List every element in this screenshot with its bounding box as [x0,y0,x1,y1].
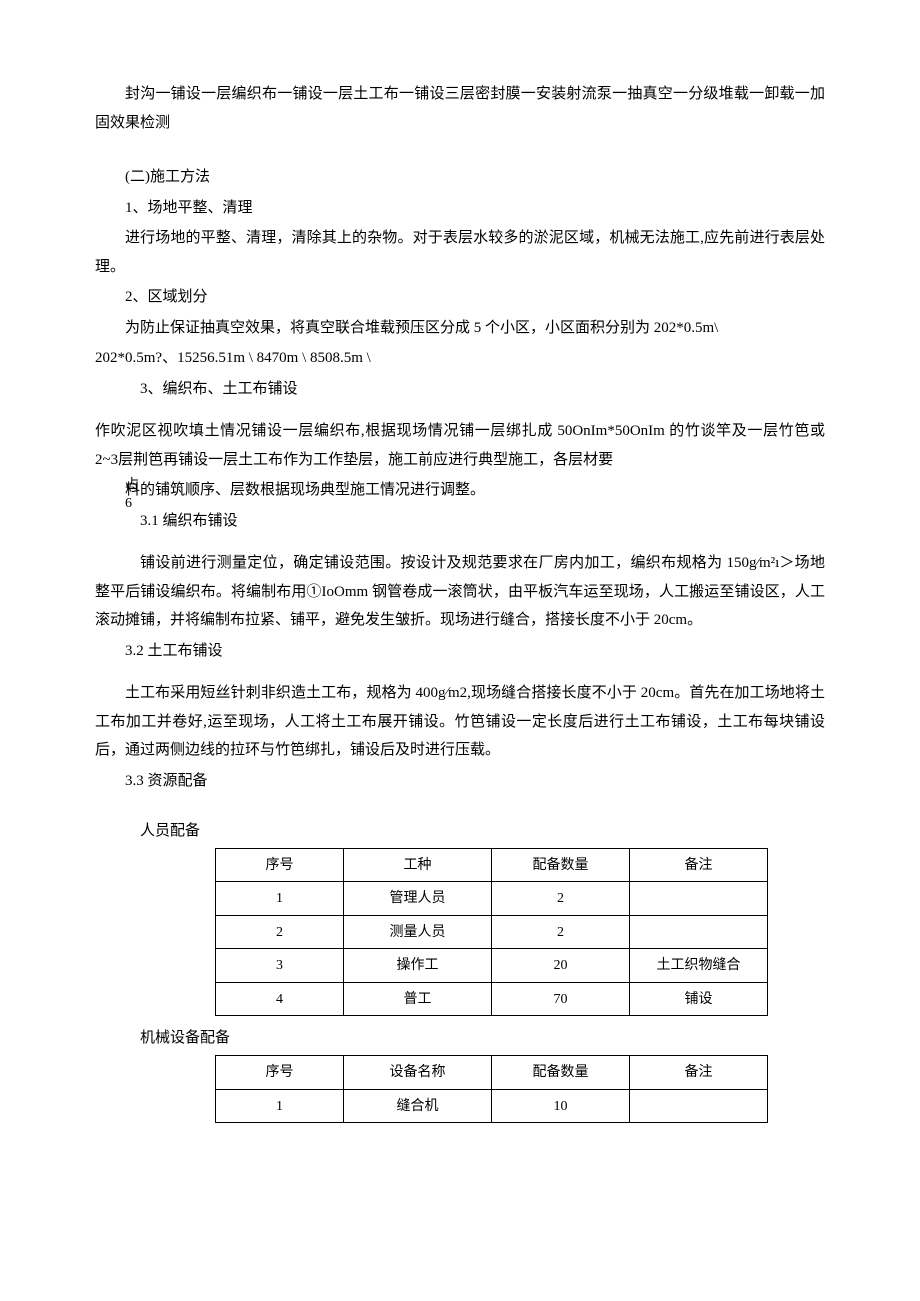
table-cell: 缝合机 [344,1089,492,1123]
spacer [95,667,825,679]
table-cell: 3 [216,949,344,983]
table-row: 序号 设备名称 配备数量 备注 [216,1055,768,1089]
table-row: 序号 工种 配备数量 备注 [216,848,768,882]
table-cell: 铺设 [630,982,768,1016]
paragraph-1: 进行场地的平整、清理，清除其上的杂物。对于表层水较多的淤泥区域，机械无法施工,应… [95,224,825,281]
heading-method: (二)施工方法 [95,163,825,192]
paragraph-3a: 作吹泥区视吹填土情况铺设一层编织布,根据现场情况铺一层绑扎成 50OnIm*50… [95,417,825,474]
paragraph-2a: 为防止保证抽真空效果，将真空联合堆载预压区分成 5 个小区，小区面积分别为 20… [95,314,825,343]
paragraph-intro: 封沟一铺设一层编织布一铺设一层土工布一铺设三层密封膜一安装射流泵一抽真空一分级堆… [95,80,825,137]
table-cell: 普工 [344,982,492,1016]
paragraph-3-1: 铺设前进行测量定位，确定铺设范围。按设计及规范要求在厂房内加工，编织布规格为 1… [95,549,825,635]
table-cell [630,882,768,916]
table-cell [630,915,768,949]
side-note-1: 占 [125,476,139,496]
table-header: 序号 [216,848,344,882]
table-cell: 2 [492,915,630,949]
heading-3-1: 3.1 编织布铺设 [95,507,825,536]
spacer [95,405,825,417]
table-header: 备注 [630,848,768,882]
table-cell: 20 [492,949,630,983]
table-cell: 管理人员 [344,882,492,916]
heading-3-2: 3.2 土工布铺设 [95,637,825,666]
heading-3: 3、编织布、土工布铺设 [95,375,825,404]
table-header: 配备数量 [492,1055,630,1089]
table-cell: 土工织物缝合 [630,949,768,983]
table-1-title: 人员配备 [95,817,825,846]
table-cell: 10 [492,1089,630,1123]
spacer [95,139,825,151]
heading-3-3: 3.3 资源配备 [95,767,825,796]
table-row: 3 操作工 20 土工织物缝合 [216,949,768,983]
table-header: 序号 [216,1055,344,1089]
table-row: 1 缝合机 10 [216,1089,768,1123]
table-cell: 测量人员 [344,915,492,949]
spacer [95,537,825,549]
table-cell: 2 [492,882,630,916]
table-row: 2 测量人员 2 [216,915,768,949]
table-header: 配备数量 [492,848,630,882]
side-note-2: 6 [125,494,132,514]
table-header: 工种 [344,848,492,882]
paragraph-2b: 202*0.5m?、15256.51m \ 8470m \ 8508.5m \ [95,344,825,373]
table-cell: 70 [492,982,630,1016]
table-cell: 1 [216,1089,344,1123]
paragraph-3-2: 土工布采用短丝针刺非织造土工布，规格为 400g∕m2,现场缝合搭接长度不小于 … [95,679,825,765]
table-row: 1 管理人员 2 [216,882,768,916]
heading-1: 1、场地平整、清理 [95,194,825,223]
table-header: 设备名称 [344,1055,492,1089]
table-cell: 操作工 [344,949,492,983]
table-personnel: 序号 工种 配备数量 备注 1 管理人员 2 2 测量人员 2 3 操作工 20… [215,848,768,1017]
spacer [95,797,825,809]
table-cell: 1 [216,882,344,916]
table-header: 备注 [630,1055,768,1089]
table-equipment: 序号 设备名称 配备数量 备注 1 缝合机 10 [215,1055,768,1123]
heading-2: 2、区域划分 [95,283,825,312]
table-2-title: 机械设备配备 [95,1024,825,1053]
table-cell [630,1089,768,1123]
table-row: 4 普工 70 铺设 [216,982,768,1016]
paragraph-3b: 料的铺筑顺序、层数根据现场典型施工情况进行调整。 [95,476,825,505]
spacer [95,151,825,163]
table-cell: 2 [216,915,344,949]
table-cell: 4 [216,982,344,1016]
